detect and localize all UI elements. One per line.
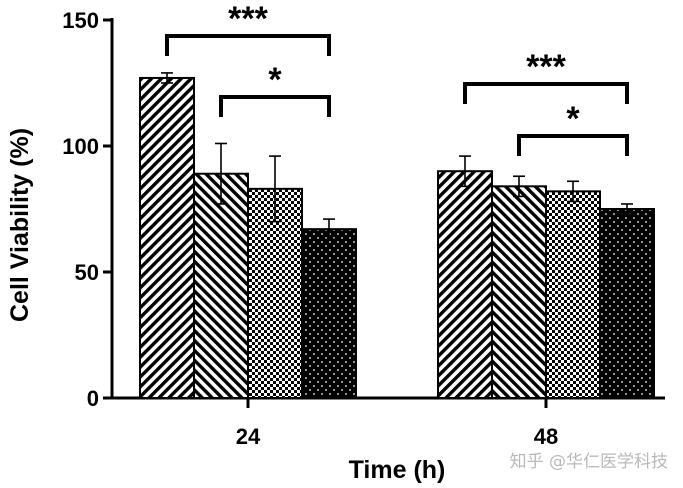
significance-bracket xyxy=(517,134,629,156)
y-tick-label: 100 xyxy=(62,134,99,159)
bar xyxy=(491,185,547,399)
significance-brackets: **** **** xyxy=(165,0,629,156)
bar xyxy=(301,228,357,399)
significance-bracket xyxy=(219,95,331,117)
significance-label: *** xyxy=(228,0,268,38)
significance-bracket xyxy=(463,82,629,104)
watermark-text: 知乎 @华仁医学科技 xyxy=(510,452,668,472)
y-tick-label: 50 xyxy=(75,260,99,285)
significance-label: * xyxy=(268,61,282,99)
significance-label: * xyxy=(566,100,580,138)
x-tick-label: 48 xyxy=(534,424,558,449)
significance-label: *** xyxy=(526,48,566,86)
significance-bracket xyxy=(165,34,331,56)
bar xyxy=(437,170,493,399)
y-tick-label: 150 xyxy=(62,8,99,33)
y-tick-label: 0 xyxy=(87,386,99,411)
bar xyxy=(193,172,249,399)
y-axis-label: Cell Viability (%) xyxy=(6,128,34,322)
x-axis-label: Time (h) xyxy=(349,456,446,484)
bars xyxy=(139,72,655,400)
x-tick-label: 24 xyxy=(236,424,261,449)
bar xyxy=(599,208,655,399)
bar xyxy=(139,76,195,400)
bar xyxy=(545,190,601,399)
